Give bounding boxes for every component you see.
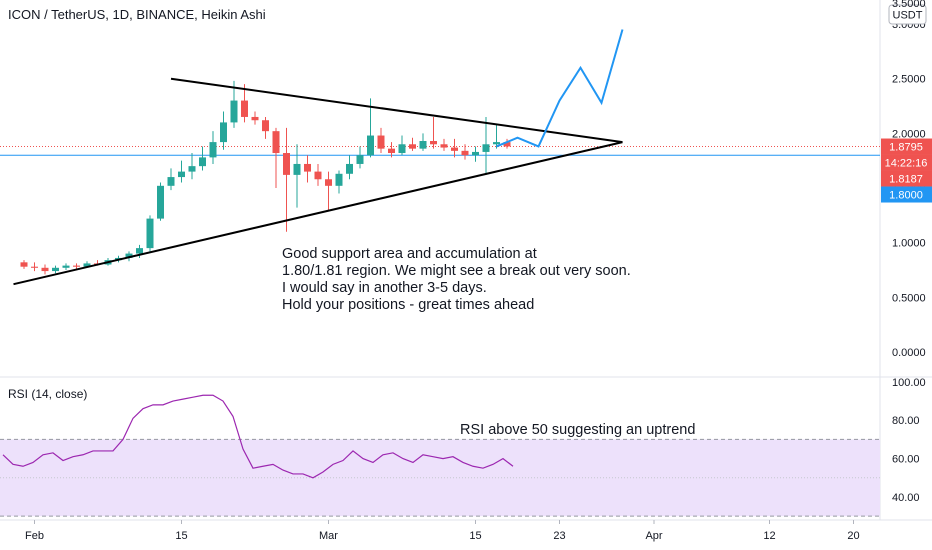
candle-body: [209, 142, 217, 158]
candle-body: [451, 147, 458, 151]
price-label-text: 1.8795: [889, 142, 923, 154]
time-tick-label: Apr: [645, 530, 662, 542]
candle-body: [304, 163, 311, 172]
candle-body: [335, 173, 343, 186]
candle-body: [398, 144, 406, 154]
candle-body: [230, 100, 238, 123]
candle-body: [20, 262, 28, 267]
price-tick-label: 1.0000: [892, 238, 926, 250]
rsi-label: RSI (14, close): [8, 387, 87, 401]
trendline-upper[interactable]: [170, 77, 623, 144]
candle-body: [377, 135, 385, 149]
candle-body: [356, 155, 364, 164]
candle-body: [325, 179, 332, 186]
rsi-tick-label: 40.00: [892, 492, 920, 504]
price-label-group: 1.8795 14:22:16 1.8187 1.8000: [881, 138, 932, 203]
candle-body: [346, 163, 353, 174]
candle-body: [136, 248, 143, 254]
candle-body: [41, 267, 49, 272]
price-label-box: [881, 170, 932, 187]
candle-body: [367, 135, 374, 156]
candle-body: [419, 141, 427, 149]
price-tick-label: 2.0000: [892, 128, 926, 140]
candle-body: [241, 100, 248, 117]
candle-body: [83, 263, 91, 267]
candle-body: [251, 116, 259, 121]
trendline-lower[interactable]: [13, 141, 623, 286]
candle-body: [262, 120, 269, 132]
annotation-line-4: Hold your positions - great times ahead: [282, 297, 534, 313]
candle-body: [272, 131, 280, 154]
time-tick-label: 20: [847, 530, 859, 542]
price-label-box: [881, 138, 932, 155]
candle-body: [388, 148, 395, 154]
candles-group: [20, 80, 511, 275]
price-label-text: 1.8187: [889, 174, 923, 186]
price-label-box: [881, 186, 932, 203]
price-tick-label: 0.5000: [892, 292, 926, 304]
candle-body: [493, 142, 500, 145]
rsi-band: [0, 439, 880, 517]
rsi-tick-label: 80.00: [892, 415, 920, 427]
time-tick-label: 23: [553, 530, 565, 542]
projection-path: [496, 29, 624, 148]
candle-body: [188, 166, 196, 172]
price-label-text: 1.8000: [889, 190, 923, 202]
candle-body: [314, 171, 322, 180]
price-label-box: [881, 154, 932, 171]
annotation-line-3: I would say in another 3-5 days.: [282, 280, 487, 296]
price-pane: [0, 0, 880, 376]
price-tick-label: 0.0000: [892, 347, 926, 359]
price-label-text: 14:22:16: [885, 158, 928, 170]
rsi-annotation: RSI above 50 suggesting an uptrend: [460, 422, 695, 438]
time-tick-label: Feb: [25, 530, 44, 542]
rsi-tick-label: 60.00: [892, 454, 920, 466]
candle-body: [52, 267, 59, 272]
candle-body: [220, 122, 227, 143]
time-axis: Feb 15 Mar 15 23 Apr 12 20: [25, 520, 860, 542]
price-tick-label: 2.5000: [892, 74, 926, 86]
trendlines-group: [13, 77, 623, 286]
candle-body: [293, 163, 301, 175]
candle-body: [482, 144, 490, 152]
candle-body: [146, 218, 154, 249]
candle-body: [409, 144, 416, 149]
candle-body: [440, 144, 448, 148]
candle-body: [178, 171, 185, 178]
time-tick-label: 15: [175, 530, 187, 542]
candle-body: [472, 151, 479, 156]
rsi-tick-label: 100.00: [892, 377, 926, 389]
candle-body: [73, 265, 80, 267]
time-tick-label: 15: [469, 530, 481, 542]
chart-title: ICON / TetherUS, 1D, BINANCE, Heikin Ash…: [8, 7, 266, 22]
candle-body: [167, 177, 175, 186]
currency-button-label: USDT: [893, 10, 923, 22]
annotation-line-1: Good support area and accumulation at: [282, 246, 537, 262]
candle-body: [430, 141, 437, 145]
candle-body: [125, 253, 133, 258]
price-tick-top-partial: 3.5000: [892, 0, 926, 10]
rsi-line: [2, 394, 514, 479]
annotation-line-2: 1.80/1.81 region. We might see a break o…: [282, 263, 631, 279]
candle-body: [199, 157, 206, 167]
candle-body: [461, 150, 469, 156]
candle-body: [503, 142, 511, 147]
candle-body: [283, 153, 290, 175]
candle-body: [31, 266, 38, 268]
time-tick-label: 12: [763, 530, 775, 542]
time-tick-label: Mar: [319, 530, 338, 542]
candle-body: [157, 185, 164, 219]
rsi-axis: 40.00 60.00 80.00 100.00: [892, 377, 926, 504]
currency-button[interactable]: [888, 4, 927, 25]
candle-body: [62, 265, 70, 268]
